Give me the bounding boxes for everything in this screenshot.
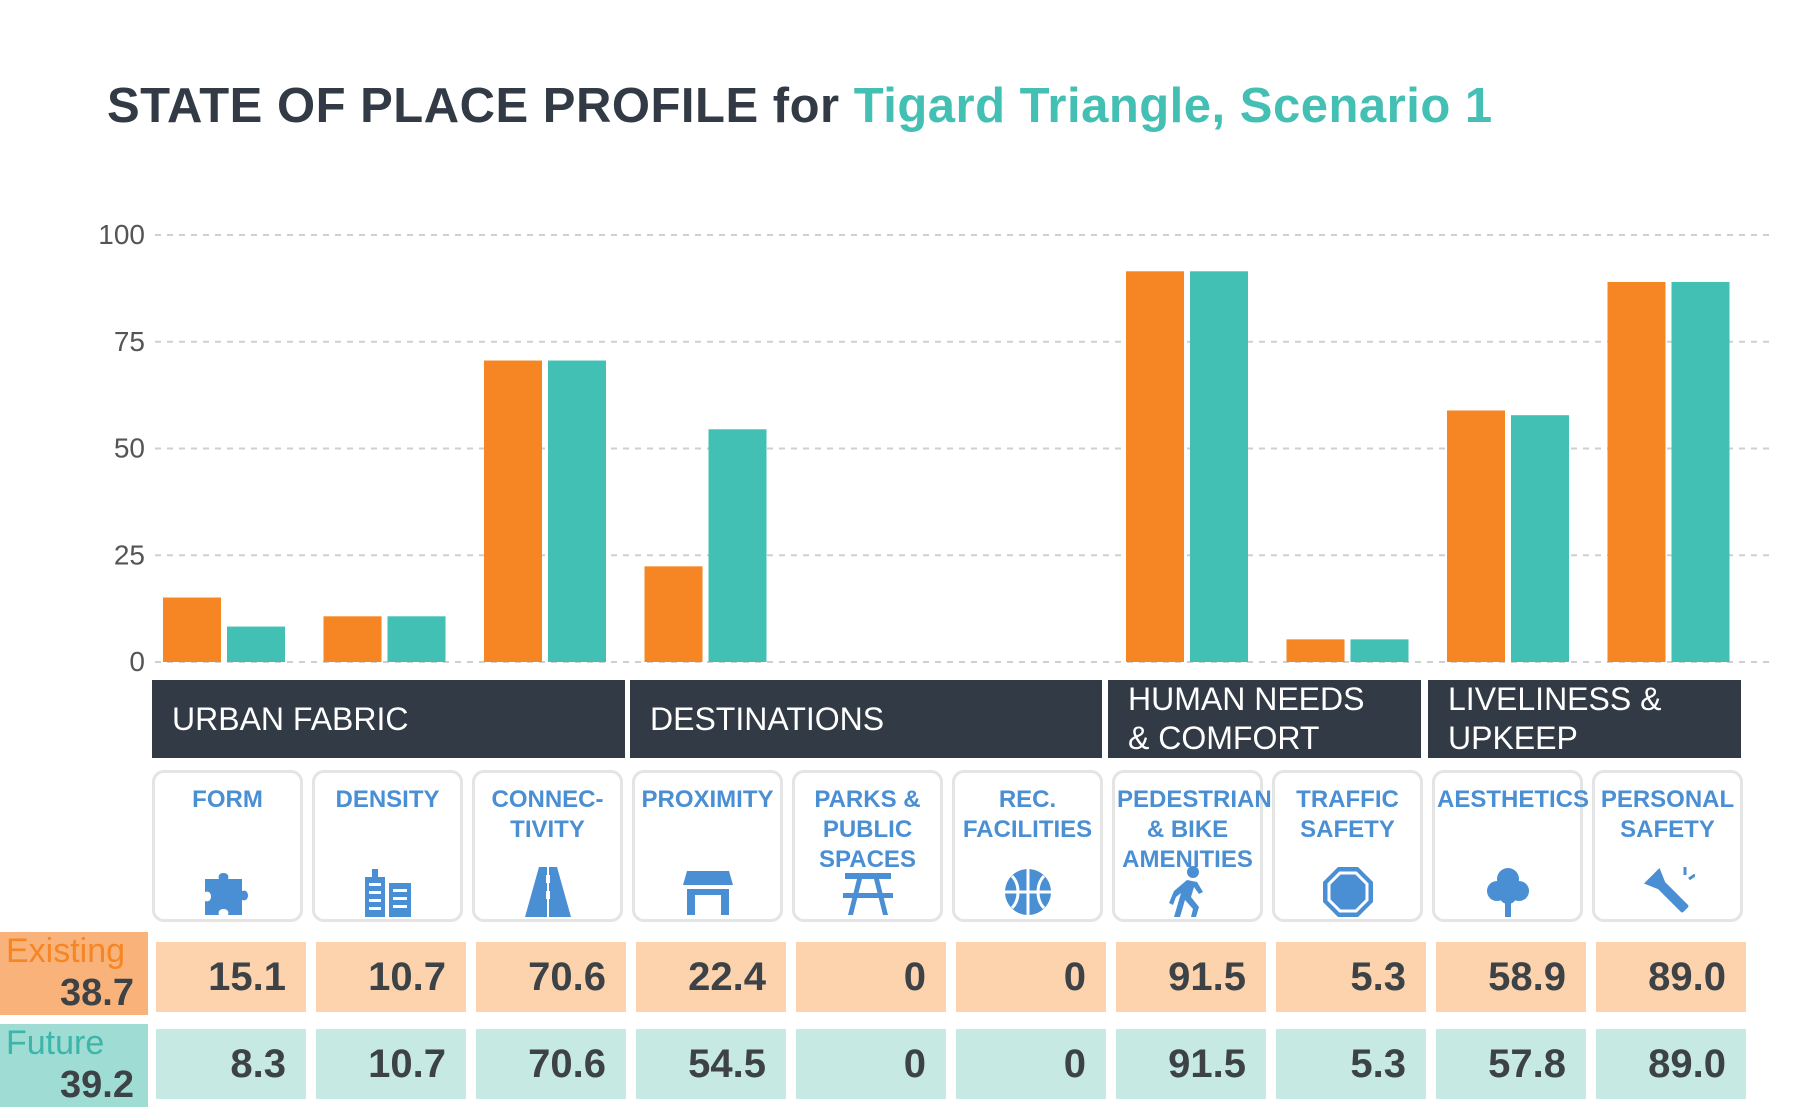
future-bar xyxy=(1511,415,1569,662)
y-tick-label: 100 xyxy=(98,219,145,250)
existing-score-cell: 22.4 xyxy=(636,942,786,1012)
road-icon xyxy=(521,865,575,919)
existing-score-cell: 89.0 xyxy=(1596,942,1746,1012)
future-bar xyxy=(1350,639,1409,662)
category-card: PERSONAL SAFETY xyxy=(1592,770,1743,922)
puzzle-icon xyxy=(201,865,255,919)
existing-bar xyxy=(1447,410,1505,662)
future-total: 39.2 xyxy=(60,1064,134,1106)
category-label: FORM xyxy=(192,786,263,813)
category-label: PEDESTRIAN & BIKE AMENITIES xyxy=(1117,786,1272,873)
existing-bar xyxy=(163,597,221,662)
y-tick-label: 25 xyxy=(114,539,145,570)
future-score-cell: 0 xyxy=(956,1029,1106,1099)
title-prefix: STATE OF PLACE PROFILE for xyxy=(107,79,840,133)
future-bar xyxy=(548,360,606,662)
future-row-label: Future 39.2 xyxy=(0,1024,148,1107)
future-score-cell: 10.7 xyxy=(316,1029,466,1099)
group-header: HUMAN NEEDS & COMFORT xyxy=(1108,680,1421,758)
future-bar xyxy=(387,616,446,662)
category-card: PROXIMITY xyxy=(632,770,783,922)
future-score-cell: 0 xyxy=(796,1029,946,1099)
future-score-cell: 54.5 xyxy=(636,1029,786,1099)
category-card: PARKS & PUBLIC SPACES xyxy=(792,770,943,922)
category-card: TRAFFIC SAFETY xyxy=(1272,770,1423,922)
tree-icon xyxy=(1481,865,1535,919)
title-highlight: Tigard Triangle, Scenario 1 xyxy=(853,79,1493,133)
existing-bar xyxy=(644,566,703,662)
future-score-cell: 89.0 xyxy=(1596,1029,1746,1099)
existing-bar xyxy=(1286,639,1345,662)
existing-score-cell: 0 xyxy=(956,942,1106,1012)
future-label: Future xyxy=(6,1024,105,1062)
category-card: FORM xyxy=(152,770,303,922)
future-bar xyxy=(708,429,767,662)
category-card: REC. FACILITIES xyxy=(952,770,1103,922)
existing-total: 38.7 xyxy=(60,972,134,1014)
y-tick-label: 0 xyxy=(129,646,145,677)
category-label: PARKS & PUBLIC SPACES xyxy=(814,786,921,873)
bar-chart: 0 25 50 75 100 xyxy=(98,219,1770,677)
picnic-table-icon xyxy=(841,865,895,919)
category-label: TRAFFIC SAFETY xyxy=(1296,786,1399,843)
stop-sign-icon xyxy=(1321,865,1375,919)
category-card: DENSITY xyxy=(312,770,463,922)
category-card: CONNEC- TIVITY xyxy=(472,770,623,922)
buildings-icon xyxy=(361,865,415,919)
category-label: PERSONAL SAFETY xyxy=(1600,786,1735,843)
category-card: AESTHETICS xyxy=(1432,770,1590,922)
group-header: LIVELINESS & UPKEEP xyxy=(1428,680,1741,758)
existing-score-cell: 0 xyxy=(796,942,946,1012)
group-header: DESTINATIONS xyxy=(630,680,1102,758)
future-bar xyxy=(1671,281,1730,662)
future-score-cell: 91.5 xyxy=(1116,1029,1266,1099)
future-score-cell: 57.8 xyxy=(1436,1029,1586,1099)
existing-score-cell: 15.1 xyxy=(156,942,306,1012)
existing-label: Existing xyxy=(6,932,126,970)
existing-bar xyxy=(1607,281,1666,662)
group-header: URBAN FABRIC xyxy=(152,680,625,758)
existing-score-cell: 91.5 xyxy=(1116,942,1266,1012)
future-score-cell: 8.3 xyxy=(156,1029,306,1099)
store-icon xyxy=(681,865,735,919)
category-label: PROXIMITY xyxy=(641,786,774,813)
y-tick-label: 50 xyxy=(114,433,145,464)
existing-row-label: Existing 38.7 xyxy=(0,932,148,1015)
future-bar xyxy=(1190,271,1248,662)
basketball-icon xyxy=(1001,865,1055,919)
y-tick-label: 75 xyxy=(114,326,145,357)
category-card: PEDESTRIAN & BIKE AMENITIES xyxy=(1112,770,1272,922)
existing-bar xyxy=(484,360,542,662)
existing-score-cell: 70.6 xyxy=(476,942,626,1012)
category-label: REC. FACILITIES xyxy=(962,786,1093,843)
existing-score-cell: 58.9 xyxy=(1436,942,1586,1012)
chart-title: STATE OF PLACE PROFILE for Tigard Triang… xyxy=(107,78,1493,134)
existing-bar xyxy=(323,616,382,662)
future-score-cell: 5.3 xyxy=(1276,1029,1426,1099)
existing-score-cell: 5.3 xyxy=(1276,942,1426,1012)
existing-bar xyxy=(1126,271,1184,662)
flashlight-icon xyxy=(1641,865,1696,919)
future-score-cell: 70.6 xyxy=(476,1029,626,1099)
future-bar xyxy=(227,626,285,662)
category-label: AESTHETICS xyxy=(1437,786,1590,813)
existing-score-cell: 10.7 xyxy=(316,942,466,1012)
walking-person-icon xyxy=(1161,865,1215,919)
category-label: CONNEC- TIVITY xyxy=(491,786,604,843)
category-label: DENSITY xyxy=(335,786,440,813)
